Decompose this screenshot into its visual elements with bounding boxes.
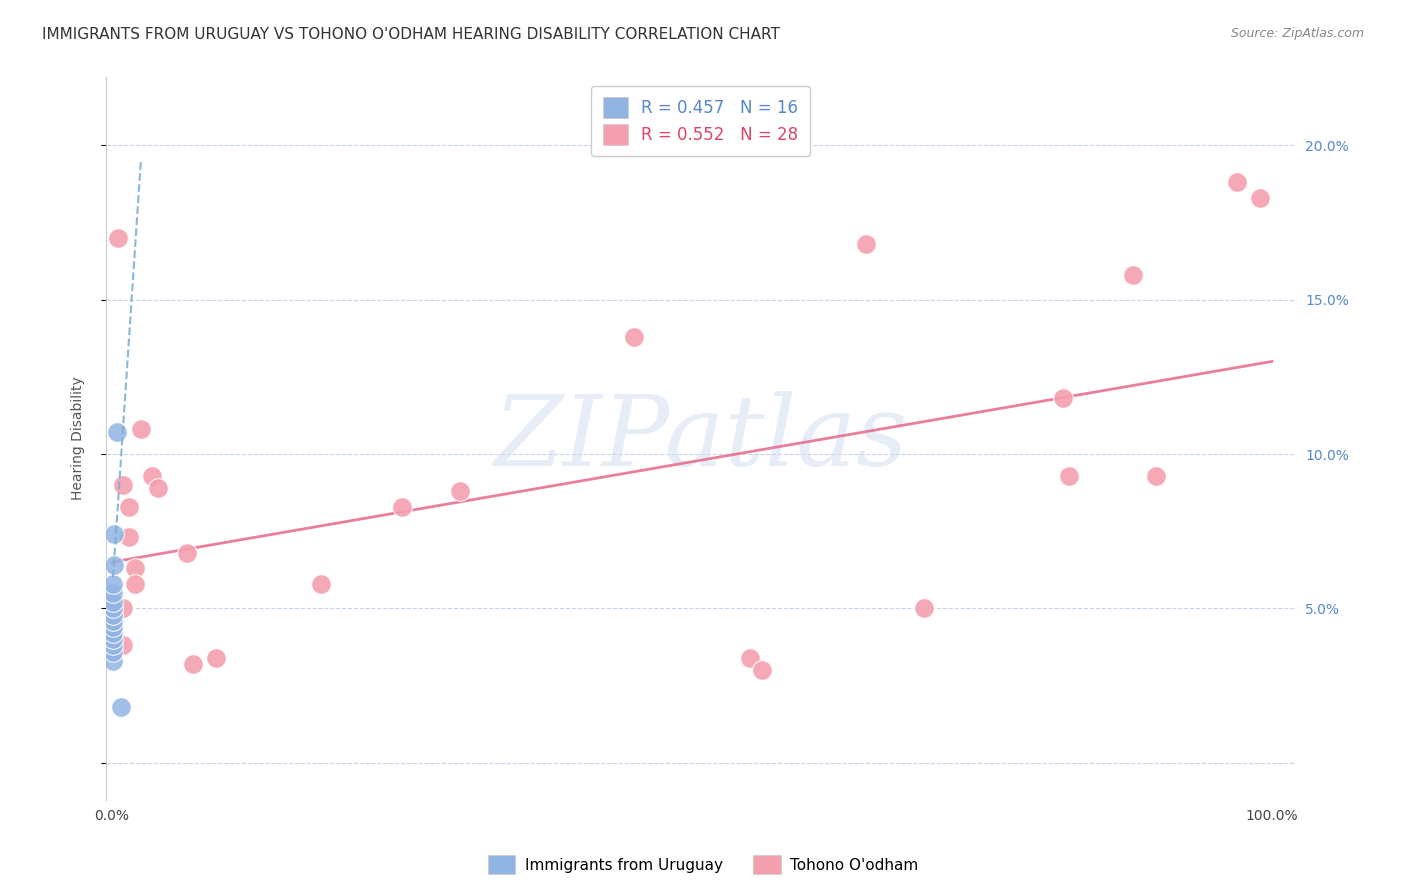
- Point: [623, 330, 645, 344]
- Point: [1249, 191, 1271, 205]
- Y-axis label: Hearing Disability: Hearing Disability: [72, 376, 86, 500]
- Text: ZIPatlas: ZIPatlas: [494, 391, 908, 486]
- Point: [124, 561, 146, 575]
- Point: [112, 478, 135, 492]
- Point: [1226, 175, 1249, 189]
- Point: [101, 607, 124, 622]
- Text: Source: ZipAtlas.com: Source: ZipAtlas.com: [1230, 27, 1364, 40]
- Point: [141, 468, 163, 483]
- Point: [101, 639, 124, 653]
- Legend: Immigrants from Uruguay, Tohono O'odham: Immigrants from Uruguay, Tohono O'odham: [482, 849, 924, 880]
- Point: [101, 654, 124, 668]
- Legend: R = 0.457   N = 16, R = 0.552   N = 28: R = 0.457 N = 16, R = 0.552 N = 28: [592, 86, 810, 156]
- Point: [101, 595, 124, 609]
- Point: [118, 500, 141, 514]
- Point: [738, 650, 761, 665]
- Point: [129, 422, 152, 436]
- Point: [110, 700, 132, 714]
- Point: [751, 663, 773, 677]
- Point: [912, 601, 935, 615]
- Point: [855, 237, 877, 252]
- Point: [103, 527, 125, 541]
- Point: [148, 481, 170, 495]
- Point: [101, 601, 124, 615]
- Point: [176, 546, 198, 560]
- Point: [101, 632, 124, 647]
- Point: [101, 614, 124, 628]
- Text: IMMIGRANTS FROM URUGUAY VS TOHONO O'ODHAM HEARING DISABILITY CORRELATION CHART: IMMIGRANTS FROM URUGUAY VS TOHONO O'ODHA…: [42, 27, 780, 42]
- Point: [101, 626, 124, 640]
- Point: [205, 650, 228, 665]
- Point: [118, 530, 141, 544]
- Point: [105, 425, 128, 440]
- Point: [107, 231, 129, 245]
- Point: [391, 500, 413, 514]
- Point: [124, 576, 146, 591]
- Point: [181, 657, 204, 671]
- Point: [1122, 268, 1144, 282]
- Point: [101, 644, 124, 658]
- Point: [101, 586, 124, 600]
- Point: [103, 558, 125, 573]
- Point: [1052, 392, 1074, 406]
- Point: [1057, 468, 1080, 483]
- Point: [309, 576, 332, 591]
- Point: [1144, 468, 1167, 483]
- Point: [101, 576, 124, 591]
- Point: [112, 601, 135, 615]
- Point: [101, 620, 124, 634]
- Point: [449, 484, 471, 499]
- Point: [112, 639, 135, 653]
